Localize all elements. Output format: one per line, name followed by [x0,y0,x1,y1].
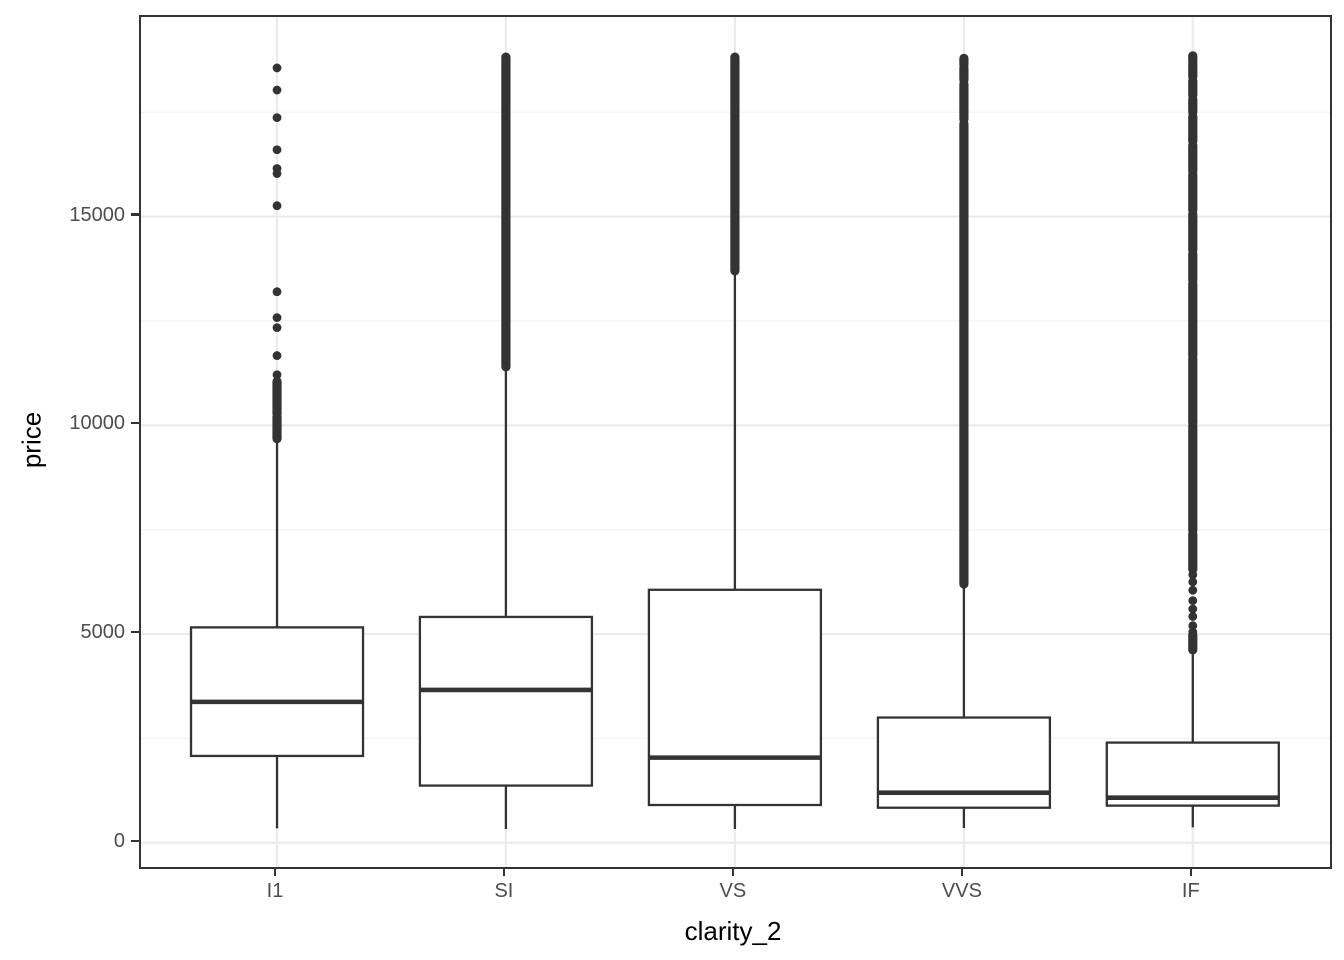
outlier-point-IF [1188,604,1198,614]
y-tick-mark [131,213,139,216]
box-SI [418,615,594,787]
y-tick-label: 0 [113,829,125,852]
outlier-point-I1 [272,323,282,333]
x-tick-label-SI: SI [494,880,514,902]
x-tick-label-VVS: VVS [941,880,982,902]
outlier-point-IF [1188,596,1198,606]
outlier-point-I1 [272,287,282,297]
outlier-point-IF [1188,627,1198,637]
x-axis-title: clarity_2 [684,916,782,946]
box-VS [647,588,823,807]
outlier-point-I1 [272,145,282,155]
x-tick-mark [1189,867,1192,876]
x-tick-mark [731,867,735,876]
outlier-point-I1 [272,313,282,322]
outlier-point-IF [1188,621,1198,631]
outlier-point-I1 [272,351,282,360]
outlier-point-I1 [272,113,282,123]
plot-panel [139,15,1332,869]
y-tick-mark [131,422,139,425]
x-tick-label-IF: IF [1181,880,1200,902]
x-tick-mark [960,867,964,876]
outlier-point-I1 [272,201,282,211]
outlier-point-I1 [272,370,282,380]
x-tick-mark [273,867,277,876]
x-tick-label-VS: VS [719,880,747,902]
x-tick-mark [502,867,506,876]
y-tick-label: 15000 [69,203,125,226]
y-tick-label: 5000 [80,621,126,644]
outlier-point-IF [1188,585,1198,595]
y-tick-mark [131,839,139,842]
y-tick-mark [131,630,139,634]
boxplot-canvas [141,17,1330,867]
outlier-point-IF [1188,577,1198,587]
y-axis-title: price [16,411,47,469]
outlier-point-IF [1188,612,1198,621]
outlier-point-I1 [272,85,282,95]
box-I1 [189,626,365,758]
outlier-point-I1 [272,169,282,178]
outlier-point-I1 [272,63,282,73]
x-tick-label-I1: I1 [266,880,284,902]
outlier-point-IF [1188,570,1198,580]
box-IF [1105,741,1280,807]
y-tick-label: 10000 [69,412,125,435]
